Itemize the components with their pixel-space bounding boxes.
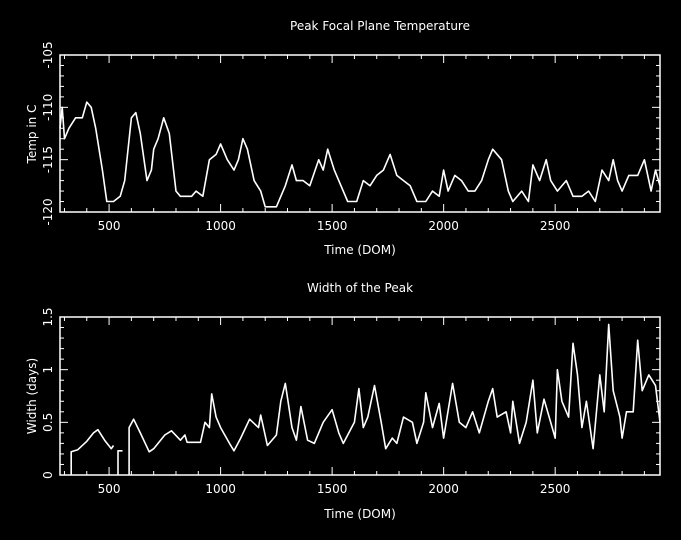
bottom-x-tick-label: 2500 (540, 482, 571, 496)
top-x-tick-label: 2500 (540, 219, 571, 233)
top-chart-ylabel: Temp in C (25, 105, 39, 165)
top-y-tick-label: -120 (41, 198, 55, 225)
top-series-line (59, 101, 661, 208)
bottom-series-line (128, 323, 661, 475)
top-x-tick-label: 1000 (205, 219, 236, 233)
top-y-tick-label: -105 (41, 41, 55, 68)
top-chart-title: Peak Focal Plane Temperature (290, 19, 470, 33)
top-x-tick-label: 2000 (428, 219, 459, 233)
bottom-chart-ylabel: Width (days) (25, 358, 39, 434)
bottom-series-line (117, 450, 123, 475)
bottom-y-tick-label: 1.5 (41, 307, 55, 326)
bottom-y-tick-label: 0.5 (41, 413, 55, 432)
bottom-x-tick-label: 500 (98, 482, 121, 496)
top-y-tick-label: -110 (41, 94, 55, 121)
bottom-chart-xlabel: Time (DOM) (323, 507, 396, 521)
bottom-plot-frame (59, 316, 661, 476)
top-plot-frame (59, 54, 661, 213)
bottom-y-tick-label: 0 (41, 471, 55, 479)
bottom-x-tick-label: 2000 (428, 482, 459, 496)
bottom-x-tick-label: 1500 (317, 482, 348, 496)
bottom-y-tick-label: 1 (41, 366, 55, 374)
bottom-series-line (70, 428, 115, 475)
top-x-tick-label: 1500 (317, 219, 348, 233)
bottom-x-tick-label: 1000 (205, 482, 236, 496)
bottom-chart-title: Width of the Peak (307, 281, 413, 295)
top-x-tick-label: 500 (98, 219, 121, 233)
top-y-tick-label: -115 (41, 146, 55, 173)
top-chart-xlabel: Time (DOM) (323, 243, 396, 257)
